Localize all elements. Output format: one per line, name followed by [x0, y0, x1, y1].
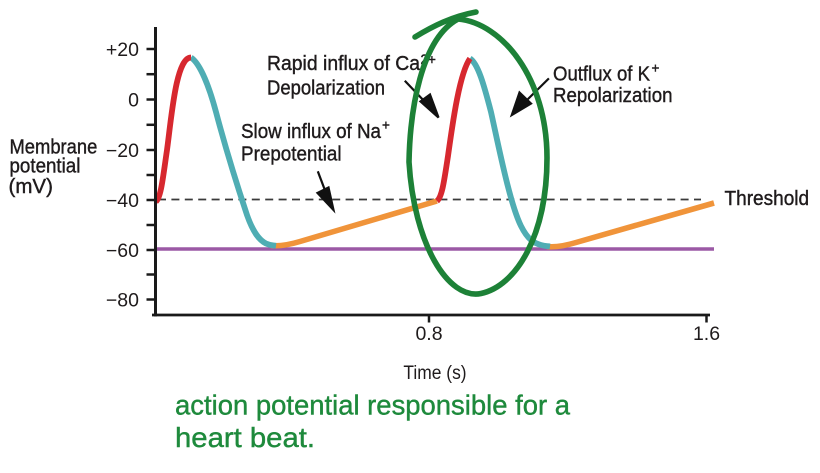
svg-text:Time (s): Time (s) [403, 363, 466, 384]
svg-text:action potential responsible f: action potential responsible for a [175, 390, 571, 421]
svg-text:+: + [652, 61, 660, 76]
svg-text:Membrane: Membrane [10, 136, 98, 159]
svg-text:Prepotential: Prepotential [241, 142, 342, 165]
svg-text:+: + [382, 118, 390, 133]
svg-text:Slow influx of Na: Slow influx of Na [241, 120, 382, 143]
svg-text:0: 0 [128, 90, 139, 112]
svg-text:potential: potential [10, 155, 81, 178]
svg-text:0.8: 0.8 [415, 323, 442, 345]
svg-text:Repolarization: Repolarization [553, 84, 673, 107]
svg-text:−20: −20 [106, 140, 139, 162]
svg-text:−60: −60 [106, 240, 139, 262]
svg-text:+20: +20 [106, 39, 139, 61]
svg-text:1.6: 1.6 [693, 323, 720, 345]
svg-text:Threshold: Threshold [725, 187, 810, 210]
svg-text:heart beat.: heart beat. [175, 422, 315, 453]
svg-text:−40: −40 [106, 190, 139, 212]
svg-text:Outflux of K: Outflux of K [553, 63, 650, 86]
svg-text:Rapid influx of Ca: Rapid influx of Ca [267, 52, 421, 75]
svg-text:−80: −80 [106, 290, 139, 312]
svg-text:Depolarization: Depolarization [267, 77, 385, 100]
svg-text:(mV): (mV) [9, 175, 53, 198]
